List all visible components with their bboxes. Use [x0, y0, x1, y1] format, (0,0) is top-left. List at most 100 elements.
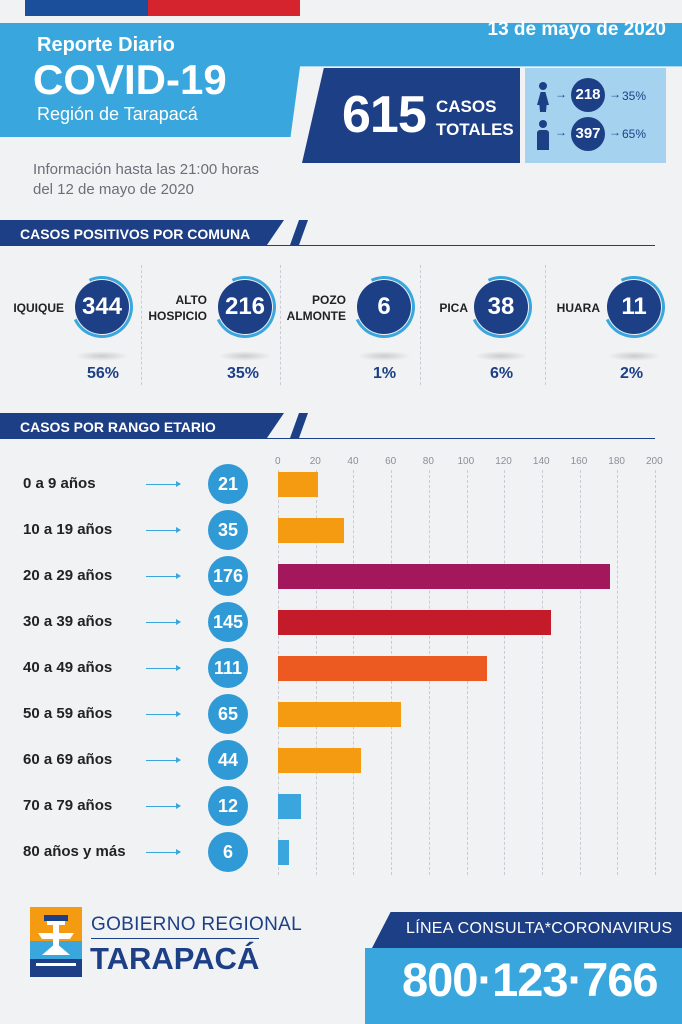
section-header-bar: [0, 220, 284, 245]
arrow-right-icon: [146, 527, 181, 533]
gender-breakdown-box: → 218 → 35% → 397 → 65%: [525, 68, 666, 163]
arrow-right-icon: →: [609, 87, 621, 101]
comuna-value: 11: [607, 280, 661, 334]
male-pct: 65%: [622, 127, 647, 141]
comuna-name: POZO ALMONTE: [287, 292, 346, 324]
age-bar: [278, 518, 344, 543]
info-note-line1: Información hasta las 21:00 horas: [33, 161, 259, 178]
gobierno-regional-logo-icon: [30, 907, 82, 977]
flag-red-strip: [148, 0, 300, 16]
age-value-label: 145: [208, 602, 248, 642]
comuna-card-pica: PICA 38 6%: [404, 258, 541, 388]
age-category-label: 20 a 29 años: [23, 567, 113, 584]
comuna-card-iquique: IQUIQUE 344 56%: [0, 258, 142, 388]
x-tick-label: 20: [309, 456, 321, 467]
arrow-right-icon: →: [609, 125, 621, 139]
section-divider: [0, 245, 655, 246]
age-value-label: 12: [208, 786, 248, 826]
section-header-stripe: [290, 220, 308, 245]
comuna-value: 38: [474, 280, 528, 334]
info-note-line2: del 12 de mayo de 2020: [33, 181, 194, 198]
section-header-bar: [0, 413, 284, 438]
grid-line: [579, 470, 581, 875]
grid-line: [617, 470, 619, 875]
comuna-separator: [420, 265, 421, 385]
age-bar: [278, 840, 290, 865]
age-category-label: 40 a 49 años: [23, 659, 113, 676]
age-value-label: 21: [208, 464, 248, 504]
hotline-label: LÍNEA CONSULTA*CORONAVIRUS: [406, 920, 673, 937]
x-tick-label: 180: [608, 456, 625, 467]
comuna-name-line1: HUARA: [556, 301, 600, 315]
arrow-right-icon: →: [555, 125, 567, 139]
age-bar: [278, 564, 610, 589]
x-tick-label: 160: [570, 456, 588, 467]
comuna-card-huara: HUARA 11 2%: [536, 258, 674, 388]
comuna-separator: [280, 265, 281, 385]
hotline-number[interactable]: 800·123·766: [402, 953, 659, 1006]
age-bar: [278, 794, 301, 819]
comuna-shadow: [218, 351, 272, 361]
arrow-right-icon: [146, 481, 181, 487]
comuna-name: HUARA: [557, 300, 600, 316]
age-category-label: 50 a 59 años: [23, 705, 113, 722]
age-category-label: 70 a 79 años: [23, 797, 113, 814]
section-title-ages: CASOS POR RANGO ETARIO: [20, 419, 216, 435]
age-value-label: 6: [208, 832, 248, 872]
footer-org-line2: TARAPACÁ: [90, 941, 260, 976]
section-header-stripe: [290, 413, 308, 438]
total-cases-value: 615: [342, 86, 427, 144]
comuna-pct: 2%: [620, 365, 644, 382]
comuna-name-line1: PICA: [439, 301, 468, 315]
age-value-label: 111: [208, 648, 248, 688]
section-divider: [0, 438, 655, 439]
comuna-name: ALTO HOSPICIO: [148, 292, 207, 324]
arrow-right-icon: [146, 757, 181, 763]
arrow-right-icon: [146, 619, 181, 625]
x-tick-label: 200: [646, 456, 663, 467]
age-bar: [278, 610, 552, 635]
arrow-right-icon: [146, 849, 181, 855]
comuna-card-alto-hospicio: ALTO HOSPICIO 216 35%: [143, 258, 285, 388]
age-bar: [278, 748, 361, 773]
footer-org-line1: GOBIERNO REGIONAL: [91, 914, 302, 935]
comuna-name: PICA: [439, 300, 468, 316]
comuna-value: 216: [218, 280, 272, 334]
comuna-name-line1: POZO: [311, 293, 346, 307]
comuna-name: IQUIQUE: [13, 300, 64, 316]
comuna-pct: 1%: [373, 365, 397, 382]
comuna-shadow: [75, 351, 129, 361]
comuna-pct: 35%: [227, 365, 260, 382]
arrow-right-icon: [146, 803, 181, 809]
arrow-right-icon: [146, 665, 181, 671]
male-count: 397: [571, 117, 605, 151]
grid-line: [541, 470, 543, 875]
info-note: Información hasta las 21:00 horas del 12…: [33, 160, 259, 200]
x-tick-label: 60: [385, 456, 397, 467]
grid-line: [504, 470, 506, 875]
x-tick-label: 140: [532, 456, 550, 467]
comuna-pct: 56%: [87, 365, 120, 382]
comuna-separator: [141, 265, 142, 385]
age-value-label: 44: [208, 740, 248, 780]
comuna-card-pozo-almonte: POZO ALMONTE 6 1%: [282, 258, 424, 388]
comuna-shadow: [474, 351, 528, 361]
male-icon: [535, 120, 551, 150]
report-title: COVID-19: [33, 56, 227, 103]
flag-blue-strip: [25, 0, 148, 16]
comuna-pct: 6%: [490, 365, 514, 382]
age-value-label: 35: [208, 510, 248, 550]
age-category-label: 80 años y más: [23, 843, 126, 860]
x-tick-label: 120: [495, 456, 512, 467]
hotline-number-box: [365, 948, 682, 1024]
comuna-name-line1: IQUIQUE: [13, 301, 64, 315]
x-tick-label: 100: [457, 456, 475, 467]
comuna-shadow: [607, 351, 661, 361]
x-tick-label: 0: [275, 456, 281, 467]
comuna-name-line2: ALMONTE: [286, 309, 346, 323]
age-category-label: 30 a 39 años: [23, 613, 113, 630]
comuna-value: 6: [357, 280, 411, 334]
age-category-label: 10 a 19 años: [23, 521, 113, 538]
arrow-right-icon: [146, 573, 181, 579]
age-value-label: 176: [208, 556, 248, 596]
